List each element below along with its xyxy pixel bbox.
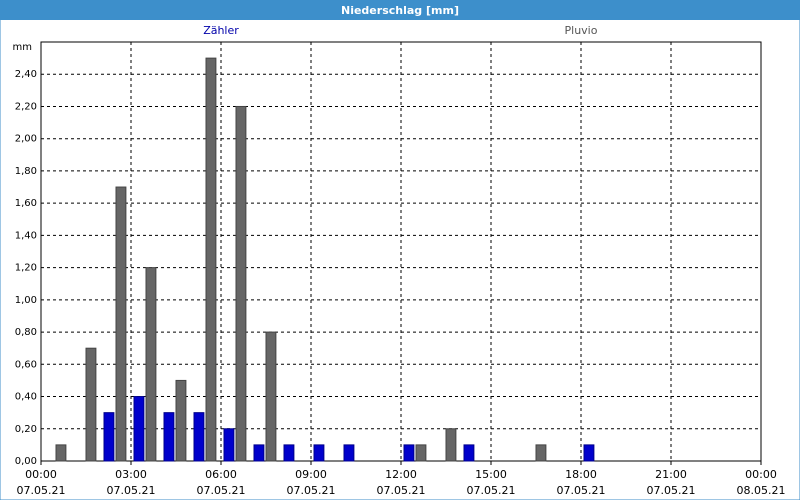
x-tick-date: 07.05.21: [647, 484, 696, 497]
y-tick-label: 2,00: [15, 134, 37, 145]
bar: [205, 57, 217, 462]
bar: [103, 412, 115, 462]
y-tick-label: 1,00: [15, 295, 37, 306]
legend-entry: Pluvio: [565, 24, 598, 37]
bar: [445, 428, 457, 462]
x-tick-label: 18:00: [565, 468, 597, 481]
y-tick-label: 0,20: [15, 424, 37, 435]
x-tick-date: 07.05.21: [287, 484, 336, 497]
bar: [55, 444, 67, 462]
x-tick-label: 00:00: [745, 468, 777, 481]
x-tick-label: 06:00: [205, 468, 237, 481]
x-tick-date: 07.05.21: [17, 484, 66, 497]
bar: [223, 428, 235, 462]
y-tick-label: 0,40: [15, 392, 37, 403]
y-tick-label: 0,00: [15, 456, 37, 467]
bar: [403, 444, 415, 462]
x-tick-date: 07.05.21: [197, 484, 246, 497]
x-tick-label: 12:00: [385, 468, 417, 481]
legend-entry: Zähler: [203, 24, 239, 37]
bar: [463, 444, 475, 462]
bar: [175, 379, 187, 462]
bar: [535, 444, 547, 462]
y-tick-label: 2,20: [15, 101, 37, 112]
y-axis-label: mm: [13, 42, 32, 53]
bar: [115, 186, 127, 462]
bar: [193, 412, 205, 462]
bar: [85, 347, 97, 462]
bar: [283, 444, 295, 462]
y-tick-label: 0,80: [15, 327, 37, 338]
bar: [163, 412, 175, 462]
chart-title: Niederschlag [mm]: [341, 4, 459, 17]
bar: [145, 267, 157, 462]
x-tick-date: 07.05.21: [377, 484, 426, 497]
bar: [133, 396, 145, 462]
y-tick-label: 0,60: [15, 359, 37, 370]
x-tick-date: 08.05.21: [737, 484, 786, 497]
x-tick-label: 09:00: [295, 468, 327, 481]
bar: [235, 105, 247, 462]
x-tick-date: 07.05.21: [557, 484, 606, 497]
title-bar: [0, 0, 800, 20]
bar: [343, 444, 355, 462]
y-tick-label: 2,40: [15, 69, 37, 80]
x-tick-date: 07.05.21: [107, 484, 156, 497]
x-tick-date: 07.05.21: [467, 484, 516, 497]
y-tick-label: 1,60: [15, 198, 37, 209]
x-tick-label: 21:00: [655, 468, 687, 481]
bar: [265, 331, 277, 462]
y-tick-label: 1,40: [15, 230, 37, 241]
bar: [583, 444, 595, 462]
y-tick-label: 1,80: [15, 166, 37, 177]
bar: [313, 444, 325, 462]
x-tick-label: 15:00: [475, 468, 507, 481]
x-tick-label: 00:00: [25, 468, 57, 481]
y-tick-label: 1,20: [15, 263, 37, 274]
bar: [415, 444, 427, 462]
bar: [253, 444, 265, 462]
x-tick-label: 03:00: [115, 468, 147, 481]
